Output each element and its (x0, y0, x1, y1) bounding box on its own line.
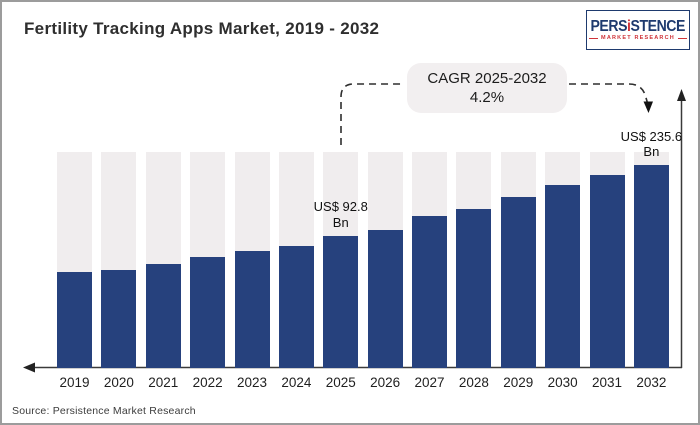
cagr-period-label: CAGR 2025-2032 (427, 69, 547, 87)
bar-column: 2023 (234, 152, 270, 390)
bar-year-label: 2031 (591, 375, 623, 390)
bar-column: 2028 (456, 152, 492, 390)
page-title: Fertility Tracking Apps Market, 2019 - 2… (24, 19, 380, 38)
bar-column: 2024 (278, 152, 314, 390)
bar-value-line2: Bn (643, 144, 660, 160)
bar-year-label: 2032 (636, 375, 667, 390)
bar-fill (101, 269, 137, 368)
bar-year-label: 2026 (370, 375, 401, 390)
bar-fill (545, 185, 581, 368)
cagr-dashed-connector-left (340, 83, 405, 145)
persistence-market-research-logo: PERSiSTENCE MARKET RESEARCH (586, 10, 690, 50)
bar-value-line2: Bn (332, 215, 349, 230)
bar-fill (589, 174, 625, 368)
logo-subtitle-row: MARKET RESEARCH (589, 34, 687, 42)
bar-year-label: 2029 (503, 375, 534, 390)
bar-fill (456, 209, 492, 368)
bar-value-label: US$ 235.6 Bn (603, 128, 698, 160)
logo-left-rule (589, 38, 599, 39)
logo-right-rule (677, 38, 687, 39)
cagr-value-label: 4.2% (469, 89, 505, 106)
bar-column: 2019 (57, 152, 92, 390)
bar-fill (633, 164, 669, 368)
bar-fill (278, 245, 314, 368)
source-note: Source: Persistence Market Research (12, 405, 196, 417)
bar-column: US$ 235.6 Bn 2032 (621, 129, 682, 390)
logo-text-i: i (627, 17, 631, 35)
bar-value-label: US$ 92.8 Bn (293, 199, 389, 230)
bar-value-line1: US$ 92.8 (313, 199, 368, 215)
cagr-annotation-pill: CAGR 2025-2032 4.2% (407, 63, 567, 113)
bar-year-label: 2021 (148, 375, 179, 390)
x-axis-left-arrow-icon (23, 362, 35, 373)
bar-year-label: 2023 (236, 375, 268, 390)
bar-fill (190, 256, 226, 368)
bar-fill (323, 235, 359, 368)
y-axis-up-arrow-icon (677, 89, 686, 101)
bar-value-line1: US$ 235.6 (620, 128, 683, 144)
bar-year-label: 2019 (59, 375, 90, 390)
bars: 2019 2020 2021 2022 2023 2024 (57, 129, 682, 390)
bar-column: 2030 (545, 152, 581, 390)
bar-column: 2031 (589, 152, 625, 390)
bar-fill (234, 250, 270, 368)
logo-subtitle: MARKET RESEARCH (601, 34, 675, 41)
logo-wordmark: PERSiSTENCE (590, 17, 686, 35)
bar-fill (57, 272, 92, 368)
bar-column: 2029 (500, 152, 536, 390)
logo-text-stence: STENCE (630, 17, 686, 35)
bar-year-label: 2030 (547, 375, 578, 390)
bar-fill (367, 229, 403, 368)
bar-fill (145, 264, 181, 368)
bar-fill (412, 215, 447, 368)
bar-column: 2021 (145, 152, 181, 390)
bar-year-label: 2025 (325, 375, 356, 390)
bar-year-label: 2028 (458, 375, 489, 390)
logo-text-pers: PERS (590, 17, 628, 35)
bar-year-label: 2022 (192, 375, 223, 390)
bar-column: 2020 (101, 152, 137, 390)
bar-column: US$ 92.8 Bn 2025 (314, 152, 368, 390)
bar-year-label: 2027 (414, 375, 445, 390)
bar-column: 2027 (412, 152, 447, 390)
cagr-dashed-connector-right (569, 83, 649, 104)
bar-column: 2022 (190, 152, 226, 390)
bar-column: 2026 (367, 152, 403, 390)
cagr-down-arrow-icon (643, 101, 653, 113)
bar-year-label: 2020 (103, 375, 134, 390)
bar-fill (500, 196, 536, 368)
bar-year-label: 2024 (281, 375, 312, 390)
